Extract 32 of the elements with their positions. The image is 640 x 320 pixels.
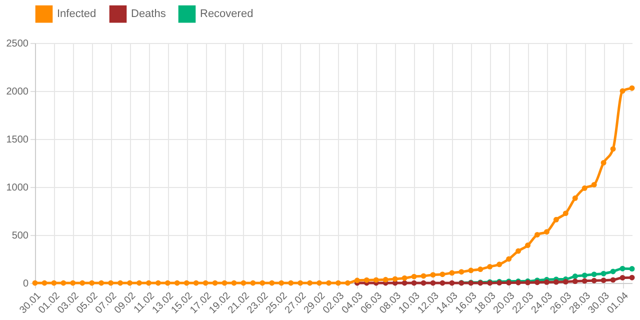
point — [629, 266, 635, 272]
point — [420, 280, 426, 286]
y-tick-label: 2000 — [6, 86, 29, 98]
legend-label: Deaths — [131, 8, 166, 20]
point — [600, 278, 606, 284]
point — [610, 277, 616, 283]
y-tick-label: 2500 — [6, 38, 29, 50]
point — [600, 270, 606, 276]
y-tick-label: 1000 — [6, 182, 29, 194]
point — [430, 280, 436, 286]
point — [620, 274, 626, 280]
point — [449, 280, 455, 286]
point — [562, 279, 568, 284]
point — [572, 274, 578, 280]
point — [629, 274, 635, 280]
point — [582, 278, 588, 284]
point — [610, 268, 616, 274]
point — [620, 266, 626, 272]
y-tick-label: 0 — [22, 278, 29, 290]
point — [572, 278, 578, 284]
point — [544, 279, 550, 285]
point — [582, 272, 588, 278]
point — [440, 280, 446, 286]
y-tick-label: 1500 — [6, 134, 29, 146]
legend-label: Recovered — [200, 8, 254, 20]
legend-label: Infected — [57, 8, 96, 20]
point — [591, 272, 597, 278]
point — [411, 280, 417, 286]
y-tick-label: 500 — [12, 230, 29, 242]
point — [591, 278, 597, 284]
point — [553, 279, 559, 285]
point — [402, 280, 408, 286]
